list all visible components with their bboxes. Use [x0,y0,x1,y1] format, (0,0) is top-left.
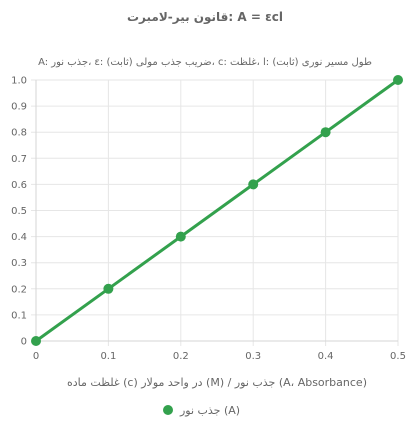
data-point[interactable] [320,127,331,138]
x-tick-label: 0.2 [173,351,189,362]
series-line [34,78,400,343]
y-tick-label: 0.2 [11,284,27,295]
legend-marker[interactable] [163,405,173,415]
x-axis-title: غلظت ماده (c) در واحد مولار (M) / جذب نو… [67,376,367,389]
y-tick-label: 0 [21,337,27,348]
y-tick-label: 0.4 [11,232,27,243]
x-tick-label: 0.4 [318,351,334,362]
x-tick-label: 0 [33,351,39,362]
x-axis-ticks: 0 0.1 0.2 0.3 0.4 0.5 [33,351,406,362]
y-tick-label: 0.1 [11,310,27,321]
series [31,75,403,346]
chart-subtitle: A: جذب نور، ε: ضریب جذب مولی (ثابت)، c: … [38,57,372,68]
x-tick-label: 0.1 [100,351,116,362]
y-tick-label: 0.7 [11,154,27,165]
legend[interactable]: جذب نور (A) [163,404,240,417]
x-tick-label: 0.3 [245,351,261,362]
y-tick-label: 0.6 [11,180,27,191]
y-tick-label: 0.9 [11,102,27,113]
y-tick-label: 0.5 [11,206,27,217]
y-axis-ticks: 0 0.1 0.2 0.3 0.4 0.5 0.6 0.7 0.8 0.9 1.0 [11,76,27,348]
data-point[interactable] [103,283,114,294]
y-tick-label: 0.8 [11,128,27,139]
x-tick-label: 0.5 [390,351,406,362]
y-tick-label: 1.0 [11,76,27,87]
chart-title: قانون بیر-لامبرت: A = εcl [127,10,283,25]
data-point[interactable] [393,75,403,85]
y-tick-label: 0.3 [11,258,27,269]
data-point[interactable] [175,231,186,242]
axes [31,80,398,346]
data-point[interactable] [31,336,41,346]
data-point[interactable] [248,179,259,190]
legend-label[interactable]: جذب نور (A) [179,404,240,417]
grid [31,79,399,346]
